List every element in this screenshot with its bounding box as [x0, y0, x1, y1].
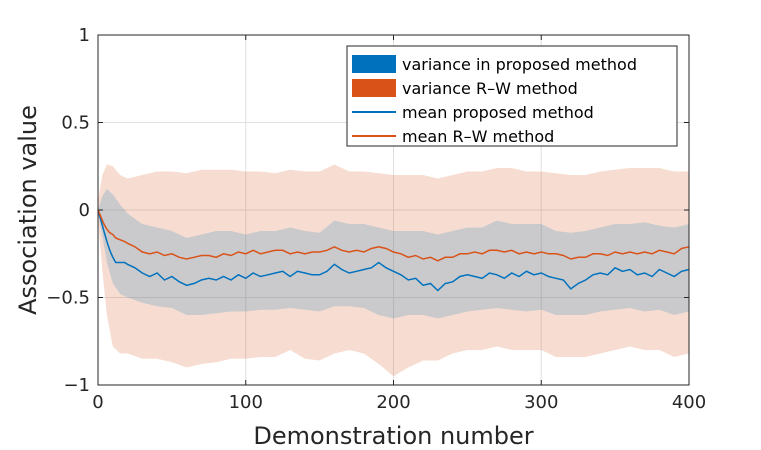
legend-label-variance-r-w-method: variance R–W method [402, 79, 578, 98]
line-mean-proposed-method [97, 209, 690, 292]
band-variance-in-proposed-method [98, 189, 689, 319]
x-tick-label: 300 [524, 392, 558, 413]
x-tick-label: 200 [376, 392, 410, 413]
y-tick-label: 1 [79, 25, 90, 46]
legend-swatch-variance-in-proposed-method [352, 55, 396, 73]
y-tick-label: −1 [63, 375, 90, 396]
x-axis-label: Demonstration number [253, 422, 533, 450]
y-tick-label: −0.5 [46, 288, 90, 309]
y-axis-label: Association value [14, 105, 42, 315]
legend-swatch-variance-r-w-method [352, 79, 396, 97]
y-tick-label: 0.5 [61, 113, 90, 134]
variance-bands [98, 164, 689, 377]
legend: variance in proposed method variance R–W … [346, 45, 678, 147]
line-mean-r-w-method [97, 209, 690, 262]
legend-box [346, 45, 678, 147]
x-tick-label: 100 [229, 392, 263, 413]
axis-ticks: 0 100 200 300 400 1 0.5 0 −0.5 −1 [46, 25, 706, 413]
mean-lines [97, 209, 690, 292]
band-variance-r-w-method [98, 164, 689, 377]
legend-label-variance-in-proposed-method: variance in proposed method [402, 55, 637, 74]
x-tick-label: 0 [92, 392, 103, 413]
legend-label-mean-proposed-method: mean proposed method [402, 103, 594, 122]
y-tick-label: 0 [79, 200, 90, 221]
x-tick-label: 400 [672, 392, 706, 413]
legend-label-mean-r-w-method: mean R–W method [402, 127, 554, 146]
